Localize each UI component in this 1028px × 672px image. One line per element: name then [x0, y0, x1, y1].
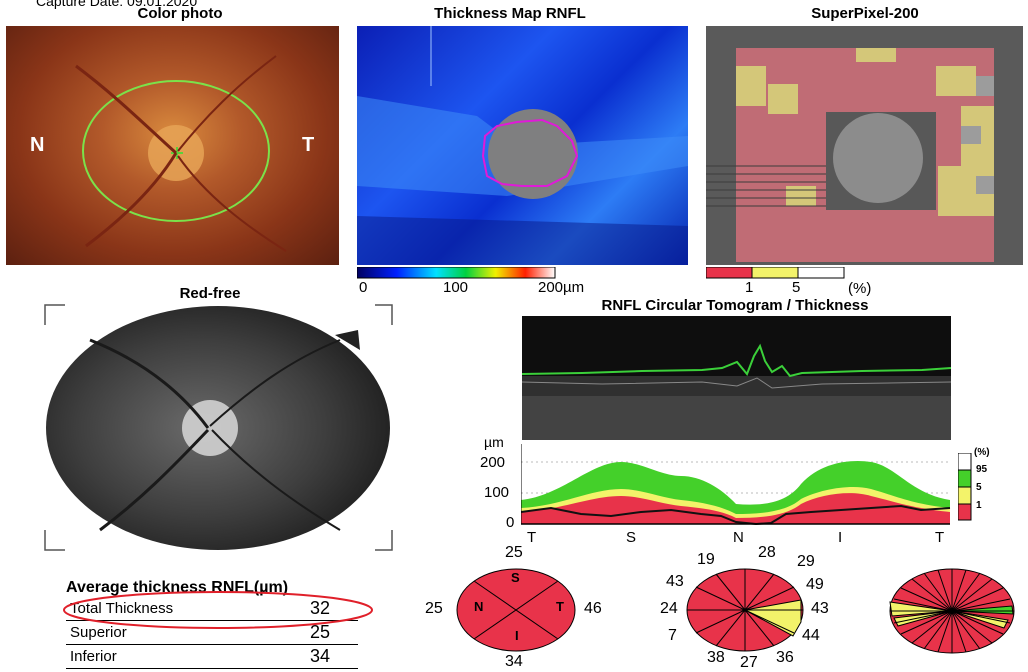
thickness-map-image — [357, 26, 688, 265]
plot-x-tick-s: S — [626, 529, 637, 546]
superpixel-overlay — [706, 26, 1023, 265]
clock-value-3: 43 — [811, 600, 829, 617]
plot-legend-5: 5 — [976, 482, 982, 493]
superpixel-scale-unit: (%) — [848, 280, 872, 297]
inferior-value: 34 — [309, 646, 330, 666]
superpixel-scale-tick-5: 5 — [792, 279, 801, 296]
color-fundus-photo: N T — [6, 26, 339, 265]
red-free-image — [44, 304, 393, 551]
clock-value-8: 7 — [668, 627, 677, 644]
superpixel-percent-scale — [706, 267, 845, 279]
plot-x-tick-t2: T — [935, 529, 945, 546]
quadrant-value-right: 46 — [584, 600, 602, 617]
thickness-scale-tick-100: 100 — [443, 279, 469, 296]
quadrant-label-i: I — [515, 628, 519, 643]
plot-y-tick-100: 100 — [484, 484, 510, 501]
table-row-superior: Superior 25 — [66, 622, 358, 645]
plot-x-tick-n: N — [733, 529, 744, 546]
superior-label: Superior — [70, 624, 127, 641]
table-row-total: Total Thickness 32 — [66, 598, 358, 621]
quadrant-label-n: N — [474, 599, 484, 614]
superpixel-sector-chart — [889, 568, 1015, 654]
clock-value-11: 19 — [697, 551, 715, 568]
clock-value-7: 38 — [707, 649, 725, 666]
total-thickness-value: 32 — [309, 598, 330, 618]
color-photo-title: Color photo — [137, 5, 223, 22]
tomogram-image — [522, 316, 951, 440]
clock-value-9: 24 — [660, 600, 678, 617]
temporal-label: T — [302, 134, 315, 156]
table-row-inferior: Inferior 34 — [66, 646, 358, 669]
thickness-scale-tick-200: 200µm — [538, 279, 585, 296]
red-free-title: Red-free — [179, 285, 241, 302]
thickness-scale-tick-0: 0 — [359, 279, 368, 296]
plot-x-tick-t1: T — [527, 529, 537, 546]
clock-value-1: 29 — [797, 553, 815, 570]
thickness-color-scale — [357, 267, 556, 279]
superpixel-image — [706, 26, 1023, 265]
plot-unit: µm — [484, 434, 504, 450]
plot-legend-1: 1 — [976, 500, 982, 511]
capture-date: Capture Date: 09.01.2020 — [36, 0, 198, 9]
superior-value: 25 — [309, 622, 330, 642]
tomogram-overlay — [522, 343, 951, 440]
total-thickness-highlight — [63, 591, 373, 629]
thickness-map-overlay — [357, 26, 688, 265]
tomogram-title: RNFL Circular Tomogram / Thickness — [601, 297, 869, 314]
fundus-overlay — [75, 55, 287, 252]
thickness-map-title: Thickness Map RNFL — [434, 5, 586, 22]
plot-y-tick-200: 200 — [480, 454, 506, 471]
clock-value-2: 49 — [806, 576, 824, 593]
total-thickness-label: Total Thickness — [70, 600, 174, 617]
quadrant-label-t: T — [556, 599, 564, 614]
quadrant-label-s: S — [511, 570, 520, 585]
inferior-label: Inferior — [70, 648, 117, 665]
plot-x-tick-i: I — [838, 529, 843, 546]
clock-value-5: 36 — [776, 649, 794, 666]
quadrant-value-top: 25 — [505, 544, 523, 561]
superpixel-scale-tick-1: 1 — [745, 279, 754, 296]
quadrant-value-left: 25 — [425, 600, 443, 617]
clock-value-6: 27 — [740, 654, 758, 671]
superpixel-title: SuperPixel-200 — [811, 5, 919, 22]
clock-value-12: 28 — [758, 544, 776, 561]
clock-value-4: 44 — [802, 627, 820, 644]
quadrant-chart — [456, 568, 576, 652]
clock-value-10: 43 — [666, 573, 684, 590]
plot-legend-95: 95 — [976, 464, 988, 475]
plot-y-tick-0: 0 — [506, 514, 515, 531]
nasal-label: N — [30, 134, 45, 156]
thickness-profile-plot — [521, 444, 951, 526]
clock-hour-chart — [686, 568, 804, 652]
quadrant-value-bottom: 34 — [505, 653, 523, 670]
plot-legend-unit: (%) — [974, 447, 990, 458]
plot-legend-scale — [958, 453, 972, 521]
